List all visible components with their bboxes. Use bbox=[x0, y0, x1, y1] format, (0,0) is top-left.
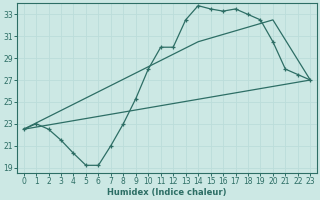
X-axis label: Humidex (Indice chaleur): Humidex (Indice chaleur) bbox=[107, 188, 227, 197]
